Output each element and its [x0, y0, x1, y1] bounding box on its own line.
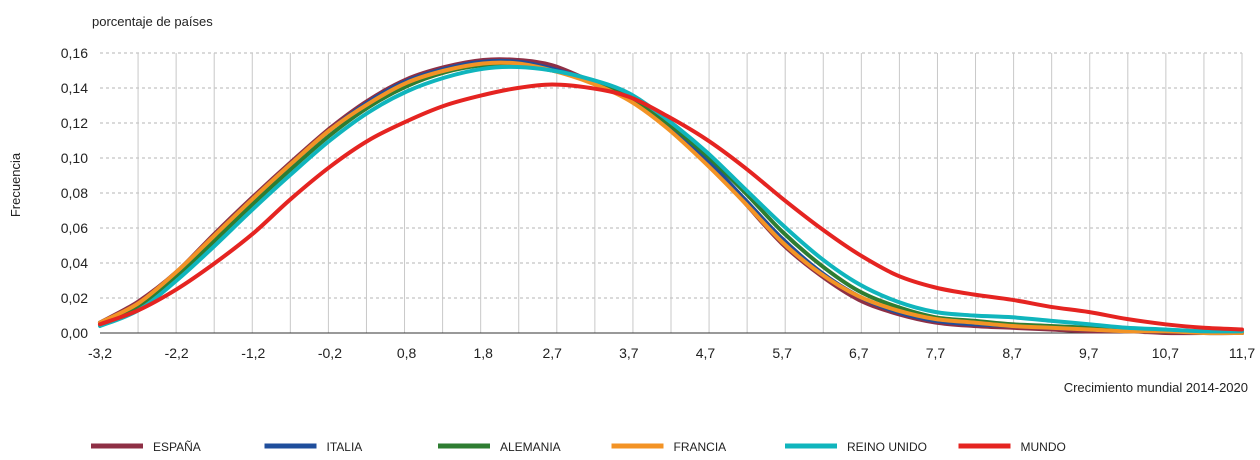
series-line-mundo [98, 82, 1244, 332]
x-tick-label: -1,2 [241, 345, 265, 361]
y-tick-label: 0,08 [61, 185, 88, 201]
x-axis-ticks: -3,2 -2,2 -1,2 -0,2 0,8 1,8 2,7 3,7 4,7 5,7 6,7 7,7… [88, 345, 1255, 361]
legend-label-alemania: ALEMANIA [500, 440, 561, 454]
legend-label-francia: FRANCIA [674, 440, 727, 454]
x-tick-label: 5,7 [772, 345, 792, 361]
legend-label-reino-unido: REINO UNIDO [847, 440, 927, 454]
x-tick-label: 10,7 [1152, 345, 1179, 361]
x-tick-label: 1,8 [473, 345, 493, 361]
x-tick-label: -2,2 [165, 345, 189, 361]
x-tick-label: 11,7 [1229, 345, 1255, 361]
series-line-francia [98, 60, 1244, 336]
x-axis-label: Crecimiento mundial 2014-2020 [1064, 380, 1248, 395]
y-tick-label: 0,06 [61, 220, 88, 236]
y-tick-label: 0,14 [61, 80, 88, 96]
y-tick-label: 0,10 [61, 150, 88, 166]
x-tick-label: 9,7 [1079, 345, 1099, 361]
x-tick-label: 7,7 [926, 345, 946, 361]
y-tick-label: 0,02 [61, 290, 88, 306]
series-line-reino-unido [98, 64, 1244, 334]
y-tick-label: 0,12 [61, 115, 88, 131]
x-tick-label: 3,7 [619, 345, 639, 361]
y-tick-label: 0,04 [61, 255, 88, 271]
x-tick-label: 4,7 [696, 345, 716, 361]
y-tick-label: 0,16 [61, 45, 88, 61]
legend: ESPAÑA ITALIA ALEMANIA FRANCIA REINO UNIDO MU… [91, 440, 1066, 454]
x-tick-label: 0,8 [397, 345, 417, 361]
legend-label-mundo: MUNDO [1021, 440, 1066, 454]
x-tick-label: -0,2 [318, 345, 342, 361]
legend-label-espana: ESPAÑA [153, 440, 201, 454]
y-axis-ticks: 0,00 0,02 0,04 0,06 0,08 0,10 0,12 0,14 0,16 [61, 45, 88, 341]
x-tick-label: -3,2 [88, 345, 112, 361]
series-lines [98, 57, 1244, 336]
x-tick-label: 8,7 [1002, 345, 1022, 361]
x-tick-label: 6,7 [849, 345, 869, 361]
legend-label-italia: ITALIA [327, 440, 363, 454]
x-tick-label: 2,7 [542, 345, 562, 361]
y-axis-label: Frecuencia [8, 152, 23, 217]
unit-label: porcentaje de países [92, 14, 213, 29]
y-tick-label: 0,00 [61, 325, 88, 341]
